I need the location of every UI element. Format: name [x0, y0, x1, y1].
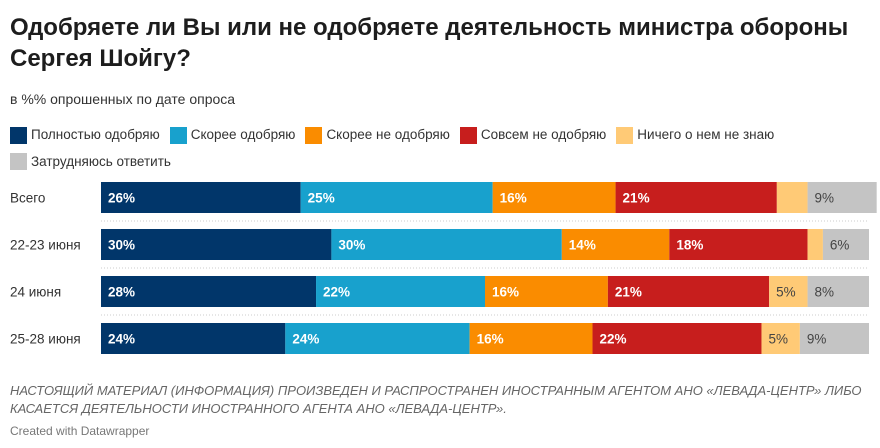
data-label: 16%: [492, 285, 519, 300]
data-label: 24%: [292, 332, 319, 347]
bar-segment: [492, 182, 616, 213]
data-label: 21%: [615, 285, 642, 300]
bar-segment: [316, 276, 485, 307]
data-label: 5%: [776, 285, 796, 300]
chart-title: Одобряете ли Вы или не одобряете деятель…: [10, 14, 849, 72]
bar-segment: [761, 323, 800, 354]
foreign-agent-note: НАСТОЯЩИЙ МАТЕРИАЛ (ИНФОРМАЦИЯ) ПРОИЗВЕД…: [10, 383, 862, 416]
bar-segment: [561, 229, 670, 260]
data-label: 9%: [807, 332, 827, 347]
legend-swatch: [616, 126, 634, 144]
legend: Полностью одобряю Скорее одобряю Скорее не…: [10, 124, 870, 177]
legend-swatch: [169, 126, 187, 144]
bar-segment: [485, 276, 608, 307]
legend-swatch: [459, 126, 477, 144]
data-label: 22%: [600, 332, 627, 347]
bar-segment: [769, 276, 808, 307]
stacked-bar-chart: Всего 26% 25% 16% 21% 9% 22-23 июня 30% 30% 14% 18…: [10, 182, 877, 354]
data-label: 8%: [815, 285, 835, 300]
legend-label: Скорее не одобряю: [326, 127, 450, 142]
bar-segment: [331, 229, 562, 260]
data-label: 28%: [108, 285, 135, 300]
bar-segment: [592, 323, 762, 354]
data-label: 30%: [338, 238, 365, 253]
credit: Created with Datawrapper: [10, 424, 150, 438]
data-label: 26%: [108, 191, 135, 206]
bar-segment: [822, 229, 869, 260]
data-label: 18%: [676, 238, 703, 253]
data-label: 30%: [108, 238, 135, 253]
bar-segment: [101, 276, 317, 307]
data-label: 5%: [768, 332, 788, 347]
legend-item: Ничего о нем не знаю: [616, 124, 774, 146]
data-label: 25%: [308, 191, 335, 206]
data-label: 9%: [815, 191, 835, 206]
bar-segment: [101, 229, 332, 260]
bar-segment: [799, 323, 869, 354]
bar-segment: [807, 229, 823, 260]
legend-item: Полностью одобряю: [10, 124, 160, 146]
bar-segment: [101, 182, 301, 213]
category-label: 24 июня: [10, 285, 61, 300]
data-label: 14%: [569, 238, 596, 253]
legend-label: Ничего о нем не знаю: [637, 127, 775, 142]
bar-segment: [615, 182, 777, 213]
bar-segment: [469, 323, 593, 354]
legend-label: Совсем не одобряю: [480, 127, 607, 142]
data-label: 16%: [477, 332, 504, 347]
data-label: 21%: [623, 191, 650, 206]
legend-label: Затрудняюсь ответить: [31, 153, 171, 169]
legend-label: Скорее одобряю: [190, 127, 296, 142]
legend-item: Скорее одобряю: [169, 124, 296, 146]
legend-swatch: [10, 153, 27, 170]
bar-segment: [807, 182, 877, 213]
legend-item: Затрудняюсь ответить: [10, 151, 171, 173]
data-label: 22%: [323, 285, 350, 300]
category-label: Всего: [10, 191, 45, 206]
data-label: 6%: [830, 238, 850, 253]
data-label: 16%: [500, 191, 527, 206]
data-label: 24%: [108, 332, 135, 347]
bar-segment: [669, 229, 808, 260]
bar-segment: [300, 182, 493, 213]
legend-swatch: [305, 126, 323, 144]
bar-segment: [285, 323, 470, 354]
category-label: 22-23 июня: [10, 238, 81, 253]
legend-item: Совсем не одобряю: [459, 124, 607, 146]
category-label: 25-28 июня: [10, 332, 81, 347]
bar-segment: [807, 276, 869, 307]
bar-segment: [101, 323, 286, 354]
legend-item: Скорее не одобряю: [305, 124, 450, 146]
legend-label: Полностью одобряю: [31, 127, 160, 142]
bar-segment: [607, 276, 770, 307]
bar-segment: [776, 182, 808, 213]
chart-subtitle: в %% опрошенных по дате опроса: [10, 91, 236, 107]
legend-swatch: [10, 126, 27, 144]
